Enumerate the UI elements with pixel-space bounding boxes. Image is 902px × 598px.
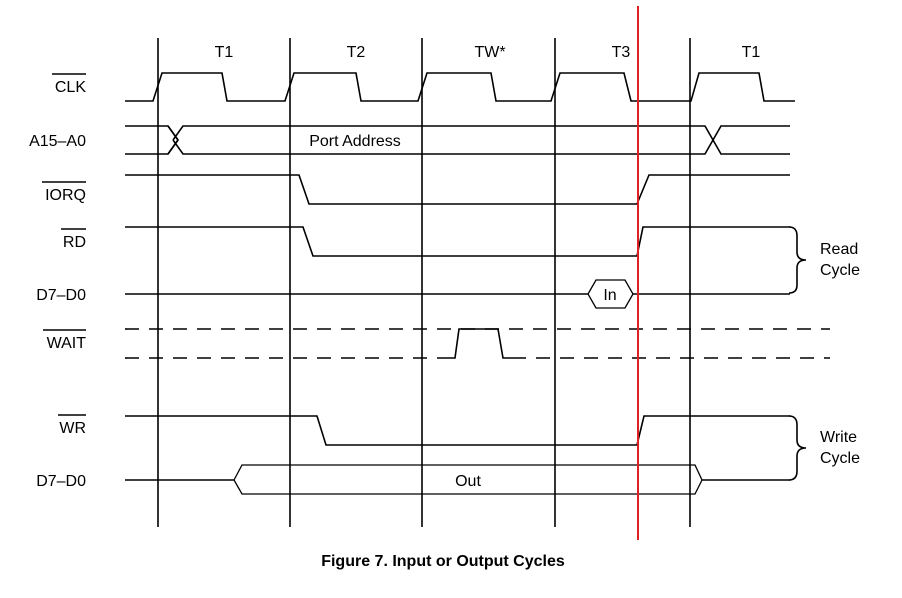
- signal-labels: CLK A15–A0 IORQ RD D7–D0 WAIT WR D7–D0: [29, 73, 87, 490]
- signal-label-wr: WR: [59, 420, 86, 437]
- write-cycle-bracket: Write Cycle: [788, 415, 860, 481]
- phase-grid: [157, 38, 691, 527]
- phase-label-t1: T1: [215, 44, 234, 61]
- write-cycle-label-line2: Cycle: [820, 450, 860, 467]
- signal-label-wait: WAIT: [47, 335, 87, 352]
- signal-label-address: A15–A0: [29, 133, 86, 150]
- figure-caption: Figure 7. Input or Output Cycles: [321, 553, 565, 570]
- phase-labels: T1 T2 TW* T3 T1: [215, 44, 761, 61]
- signal-label-iorq: IORQ: [45, 187, 86, 204]
- signal-label-clk: CLK: [55, 79, 86, 96]
- phase-label-tw: TW*: [474, 44, 505, 61]
- bus-label-in: In: [603, 287, 616, 304]
- bus-label-out: Out: [455, 473, 481, 490]
- signal-label-rd: RD: [63, 234, 86, 251]
- write-cycle-label-line1: Write: [820, 429, 857, 446]
- iorq-waveform: [125, 174, 790, 205]
- signal-label-data-read: D7–D0: [36, 287, 86, 304]
- signal-label-data-write: D7–D0: [36, 473, 86, 490]
- data-write-waveform: Out: [125, 464, 790, 495]
- read-cycle-label-line1: Read: [820, 241, 858, 258]
- read-cycle-label-line2: Cycle: [820, 262, 860, 279]
- phase-label-t3: T3: [612, 44, 631, 61]
- clk-waveform: [125, 72, 795, 102]
- rd-waveform: [125, 226, 790, 257]
- wr-waveform: [125, 415, 790, 446]
- read-cycle-bracket: Read Cycle: [788, 226, 860, 294]
- phase-label-t2: T2: [347, 44, 366, 61]
- data-read-waveform: In: [125, 279, 790, 309]
- address-bus-waveform: Port Address: [125, 125, 790, 155]
- bus-label-port-address: Port Address: [309, 133, 401, 150]
- phase-label-next-t1: T1: [742, 44, 761, 61]
- wait-waveform: [125, 328, 830, 359]
